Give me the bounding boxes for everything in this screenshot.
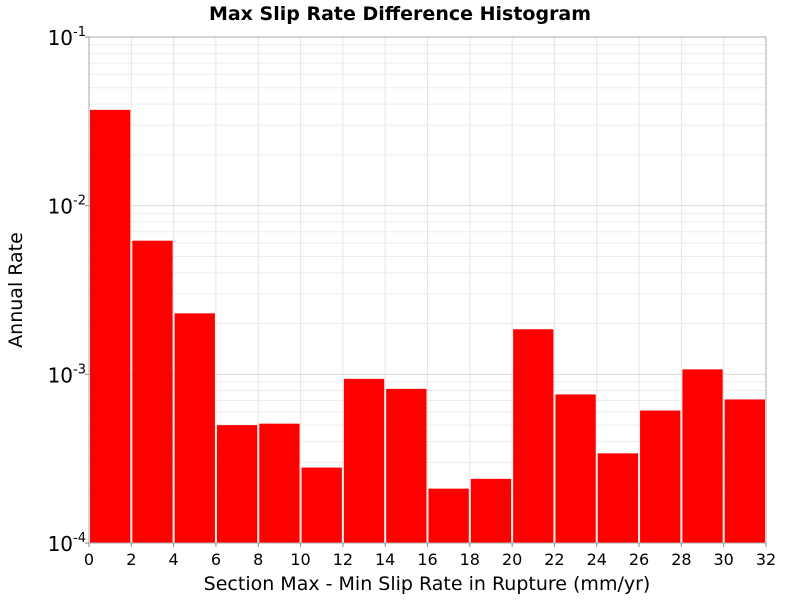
x-tick-label: 12 — [333, 550, 353, 569]
bar-1 — [132, 240, 173, 543]
bar-13 — [640, 410, 681, 543]
x-tick-label: 28 — [671, 550, 691, 569]
x-tick-label: 26 — [629, 550, 649, 569]
bars — [90, 109, 765, 543]
y-tick-label: 10-1 — [48, 25, 86, 50]
y-tick-base: 10 — [48, 195, 73, 219]
x-tick-label: 0 — [84, 550, 94, 569]
x-tick-label: 10 — [290, 550, 310, 569]
x-tick-label: 2 — [126, 550, 136, 569]
bar-5 — [301, 467, 342, 543]
x-axis-label: Section Max - Min Slip Rate in Rupture (… — [204, 573, 651, 595]
x-tick-label: 16 — [417, 550, 437, 569]
bar-15 — [724, 399, 765, 543]
bar-7 — [386, 388, 427, 543]
y-tick-base: 10 — [48, 26, 73, 50]
x-tick-label: 14 — [375, 550, 395, 569]
x-tick-label: 30 — [714, 550, 734, 569]
x-tick-label: 24 — [587, 550, 607, 569]
y-tick-label: 10-3 — [48, 362, 86, 387]
bar-11 — [555, 394, 596, 543]
y-tick-label: 10-2 — [48, 194, 86, 219]
bar-10 — [513, 329, 554, 543]
x-tick-label: 22 — [544, 550, 564, 569]
bar-0 — [90, 109, 131, 543]
bar-12 — [597, 453, 639, 543]
y-axis-ticks: 10-410-310-210-1 — [48, 25, 89, 556]
bar-4 — [259, 423, 300, 543]
bar-2 — [174, 313, 215, 543]
bar-9 — [470, 478, 512, 543]
x-tick-label: 20 — [502, 550, 522, 569]
y-tick-exponent: -2 — [73, 194, 86, 209]
y-axis-label: Annual Rate — [5, 232, 27, 348]
y-tick-exponent: -3 — [73, 362, 86, 377]
x-tick-label: 4 — [169, 550, 179, 569]
bar-14 — [682, 369, 723, 543]
x-tick-label: 8 — [253, 550, 263, 569]
bar-6 — [343, 378, 385, 543]
x-tick-label: 32 — [756, 550, 776, 569]
bar-8 — [428, 488, 469, 543]
y-tick-exponent: -4 — [73, 531, 86, 546]
chart-title: Max Slip Rate Difference Histogram — [209, 3, 591, 25]
bar-3 — [216, 425, 258, 543]
x-tick-label: 6 — [211, 550, 221, 569]
y-tick-exponent: -1 — [73, 25, 86, 40]
x-axis-ticks: 0 2 4 6 8 10 12 14 16 18 20 22 24 26 28 30 32 — [84, 543, 776, 569]
x-tick-label: 18 — [460, 550, 480, 569]
y-tick-base: 10 — [48, 363, 73, 387]
grid-lines — [89, 37, 766, 543]
y-tick-label: 10-4 — [48, 531, 86, 556]
y-tick-base: 10 — [48, 532, 73, 556]
